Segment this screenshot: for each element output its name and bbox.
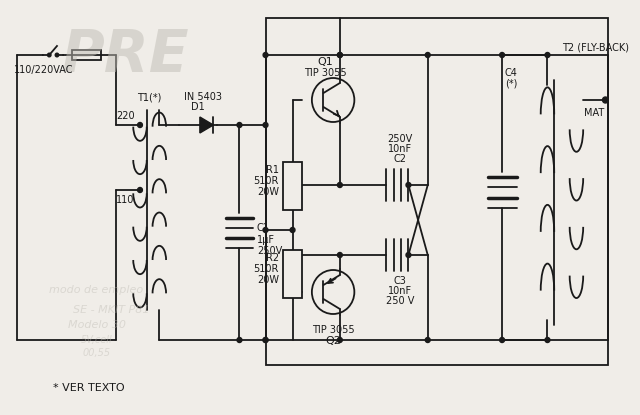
Text: (*): (*)	[505, 78, 517, 88]
Text: SE - MKIT P81: SE - MKIT P81	[73, 305, 149, 315]
Bar	[283, 250, 302, 298]
Text: IN 5403: IN 5403	[184, 92, 222, 102]
Polygon shape	[200, 117, 213, 133]
Circle shape	[545, 337, 550, 342]
Text: Q1: Q1	[317, 57, 333, 67]
Circle shape	[337, 53, 342, 58]
Text: 250V: 250V	[387, 134, 412, 144]
Circle shape	[263, 337, 268, 342]
Circle shape	[263, 337, 268, 342]
Text: 220: 220	[116, 111, 135, 121]
Text: 20W: 20W	[257, 275, 279, 285]
Circle shape	[406, 252, 411, 257]
Text: Q2: Q2	[325, 336, 341, 346]
Circle shape	[138, 188, 143, 193]
Text: Modelo 30: Modelo 30	[68, 320, 125, 330]
Text: 20W: 20W	[257, 187, 279, 197]
Text: 10nF: 10nF	[388, 144, 412, 154]
Circle shape	[263, 227, 268, 232]
Text: 110: 110	[116, 195, 134, 205]
Circle shape	[426, 337, 430, 342]
Circle shape	[237, 122, 242, 127]
Text: 110/220VAC: 110/220VAC	[13, 65, 73, 75]
Circle shape	[545, 53, 550, 58]
Circle shape	[55, 53, 59, 57]
Text: 5V,cell: 5V,cell	[81, 335, 113, 345]
Text: R1: R1	[266, 165, 279, 175]
Circle shape	[337, 53, 342, 58]
Circle shape	[406, 183, 411, 188]
Text: 1μF: 1μF	[257, 234, 275, 244]
Text: C1: C1	[257, 222, 269, 232]
Circle shape	[500, 337, 504, 342]
Circle shape	[290, 227, 295, 232]
Text: C4: C4	[505, 68, 518, 78]
Text: D1: D1	[191, 102, 205, 112]
Text: R2: R2	[266, 253, 279, 263]
Text: 250 V: 250 V	[385, 296, 414, 306]
Text: PRE: PRE	[61, 27, 189, 83]
Circle shape	[337, 252, 342, 257]
Text: TIP 3055: TIP 3055	[312, 325, 355, 335]
Text: T2 (FLY-BACK): T2 (FLY-BACK)	[562, 43, 629, 53]
Text: * VER TEXTO: * VER TEXTO	[53, 383, 125, 393]
Text: T1(*): T1(*)	[138, 92, 162, 102]
Text: 10nF: 10nF	[388, 286, 412, 296]
Circle shape	[263, 122, 268, 127]
Text: TIP 3055: TIP 3055	[304, 68, 347, 78]
Bar	[266, 18, 608, 365]
Text: MAT: MAT	[584, 108, 604, 118]
Text: 510R: 510R	[253, 264, 279, 274]
Circle shape	[602, 97, 608, 103]
Circle shape	[426, 53, 430, 58]
Circle shape	[237, 337, 242, 342]
Text: C2: C2	[393, 154, 406, 164]
Bar	[283, 162, 302, 210]
Text: 510R: 510R	[253, 176, 279, 186]
Text: 00,55: 00,55	[83, 348, 111, 358]
Text: 250V: 250V	[257, 246, 282, 256]
Bar	[72, 50, 101, 60]
Text: C3: C3	[394, 276, 406, 286]
Text: modo de empleo: modo de empleo	[49, 285, 143, 295]
Circle shape	[500, 53, 504, 58]
Circle shape	[263, 53, 268, 58]
Circle shape	[337, 337, 342, 342]
Circle shape	[337, 183, 342, 188]
Circle shape	[138, 122, 143, 127]
Circle shape	[47, 53, 51, 57]
